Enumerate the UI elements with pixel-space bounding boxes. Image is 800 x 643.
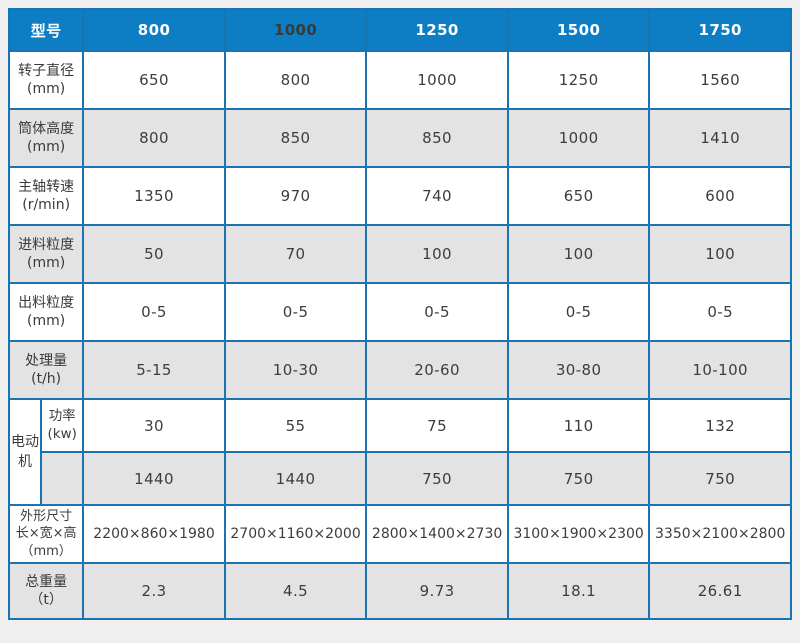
table-row-capacity: 处理量 (t/h) 5-15 10-30 20-60 30-80 10-100 <box>7 340 792 400</box>
value-cell: 9.73 <box>365 562 509 620</box>
header-cell-model-1750: 1750 <box>648 8 792 52</box>
motor-power-label: 功率 (kw) <box>40 398 85 453</box>
table-row-total-weight: 总重量 （t） 2.3 4.5 9.73 18.1 26.61 <box>7 562 792 620</box>
value-cell: 0-5 <box>506 282 651 342</box>
value-cell: 0-5 <box>223 282 368 342</box>
value-cell: 0-5 <box>648 282 792 342</box>
value-cell: 1000 <box>506 108 651 168</box>
value-cell: 30 <box>82 398 226 453</box>
value-cell: 1350 <box>82 166 226 226</box>
header-cell-model-800: 800 <box>82 8 226 52</box>
row-label-text: 进料粒度 <box>18 236 75 253</box>
dims-label-line1: 外形尺寸 <box>20 508 73 524</box>
row-label-total-weight: 总重量 （t） <box>7 562 85 620</box>
value-cell: 740 <box>365 166 509 226</box>
motor-group-label: 电动机 <box>7 398 43 506</box>
row-label-feed-size: 进料粒度 (mm) <box>7 224 85 284</box>
header-cell-model-1250: 1250 <box>365 8 509 52</box>
value-cell: 1440 <box>82 451 226 506</box>
header-cell-model-1500: 1500 <box>506 8 651 52</box>
value-cell: 1000 <box>365 50 509 110</box>
table-row-spindle-speed: 主轴转速 (r/min) 1350 970 740 650 600 <box>7 166 792 226</box>
header-cell-model-label: 型号 <box>7 8 85 52</box>
value-cell: 132 <box>648 398 792 453</box>
value-cell: 50 <box>82 224 226 284</box>
row-unit-text: (t/h) <box>31 371 62 387</box>
row-label-discharge-size: 出料粒度 (mm) <box>7 282 85 342</box>
value-cell: 100 <box>506 224 651 284</box>
row-label-text: 筒体高度 <box>18 120 75 137</box>
table-row-motor-power: 电动机 功率 (kw) 30 55 75 110 132 <box>7 398 792 506</box>
value-cell: 2700×1160×2000 <box>223 504 368 564</box>
row-label-text: 转子直径 <box>18 62 75 79</box>
value-cell: 2800×1400×2730 <box>365 504 509 564</box>
value-cell: 800 <box>223 50 368 110</box>
table-row-discharge-size: 出料粒度 (mm) 0-5 0-5 0-5 0-5 0-5 <box>7 282 792 342</box>
value-cell: 3100×1900×2300 <box>506 504 651 564</box>
value-cell: 75 <box>365 398 509 453</box>
table-row-cylinder-height: 筒体高度 (mm) 800 850 850 1000 1410 <box>7 108 792 168</box>
row-label-text: 处理量 <box>25 352 68 369</box>
row-unit-text: (mm) <box>27 255 66 271</box>
row-label-spindle-speed: 主轴转速 (r/min) <box>7 166 85 226</box>
value-cell: 750 <box>365 451 509 506</box>
dims-label-line2: 长×宽×高 <box>15 526 77 542</box>
value-cell: 100 <box>365 224 509 284</box>
row-label-text: 出料粒度 <box>18 294 75 311</box>
value-cell: 10-100 <box>648 340 792 400</box>
row-label-capacity: 处理量 (t/h) <box>7 340 85 400</box>
value-cell: 650 <box>506 166 651 226</box>
value-cell: 750 <box>648 451 792 506</box>
table-row-feed-size: 进料粒度 (mm) 50 70 100 100 100 <box>7 224 792 284</box>
motor-power-label-text: 功率 <box>48 407 76 424</box>
row-unit-text: (mm) <box>27 81 66 97</box>
dims-label-line3: （mm） <box>20 543 72 559</box>
value-cell: 10-30 <box>223 340 368 400</box>
row-label-text: 主轴转速 <box>18 178 75 195</box>
row-label-cylinder-height: 筒体高度 (mm) <box>7 108 85 168</box>
value-cell: 800 <box>82 108 226 168</box>
value-cell: 18.1 <box>506 562 651 620</box>
value-cell: 750 <box>506 451 651 506</box>
value-cell: 1410 <box>648 108 792 168</box>
table-row-motor-speed: 1440 1440 750 750 750 <box>9 451 792 506</box>
value-cell: 20-60 <box>365 340 509 400</box>
spec-table-container: 型号 800 1000 1250 1500 1750 转子直径 (mm) 650… <box>7 8 792 620</box>
value-cell: 1250 <box>506 50 651 110</box>
value-cell: 850 <box>365 108 509 168</box>
value-cell: 2200×860×1980 <box>82 504 226 564</box>
row-unit-text: (mm) <box>27 139 66 155</box>
value-cell: 600 <box>648 166 792 226</box>
value-cell: 26.61 <box>648 562 792 620</box>
value-cell: 5-15 <box>82 340 226 400</box>
table-row-dimensions: 外形尺寸 长×宽×高 （mm） 2200×860×1980 2700×1160×… <box>7 504 792 564</box>
motor-speed-label-empty <box>40 451 85 506</box>
value-cell: 55 <box>223 398 368 453</box>
row-unit-text: （t） <box>29 592 63 608</box>
table-row-rotor-diameter: 转子直径 (mm) 650 800 1000 1250 1560 <box>7 50 792 110</box>
spec-table: 型号 800 1000 1250 1500 1750 转子直径 (mm) 650… <box>7 8 792 620</box>
row-label-text: 总重量 <box>25 573 68 590</box>
header-cell-model-1000: 1000 <box>223 8 368 52</box>
row-unit-text: (mm) <box>27 313 66 329</box>
value-cell: 70 <box>223 224 368 284</box>
value-cell: 850 <box>223 108 368 168</box>
value-cell: 1440 <box>223 451 368 506</box>
value-cell: 110 <box>506 398 651 453</box>
value-cell: 30-80 <box>506 340 651 400</box>
value-cell: 970 <box>223 166 368 226</box>
value-cell: 1560 <box>648 50 792 110</box>
row-label-dimensions: 外形尺寸 长×宽×高 （mm） <box>7 504 85 564</box>
value-cell: 0-5 <box>82 282 226 342</box>
row-unit-text: (r/min) <box>22 197 71 213</box>
value-cell: 4.5 <box>223 562 368 620</box>
motor-power-unit-text: (kw) <box>47 425 77 442</box>
value-cell: 100 <box>648 224 792 284</box>
header-row: 型号 800 1000 1250 1500 1750 <box>7 8 792 52</box>
row-label-rotor-diameter: 转子直径 (mm) <box>7 50 85 110</box>
value-cell: 3350×2100×2800 <box>648 504 792 564</box>
value-cell: 2.3 <box>82 562 226 620</box>
value-cell: 650 <box>82 50 226 110</box>
value-cell: 0-5 <box>365 282 509 342</box>
